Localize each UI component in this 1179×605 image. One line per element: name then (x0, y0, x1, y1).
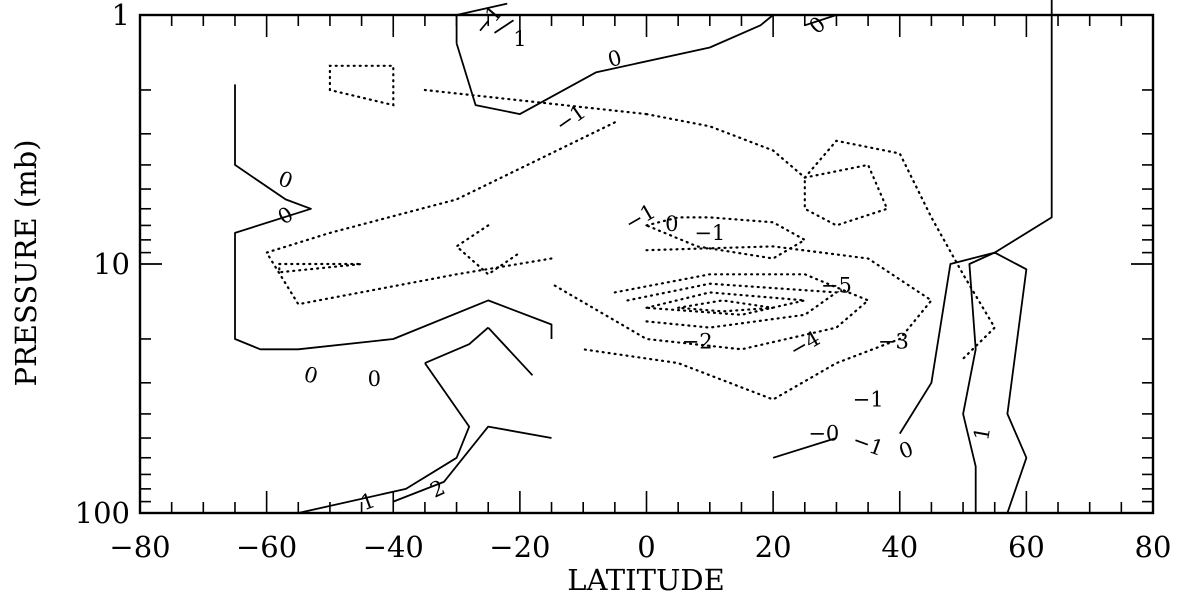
contour-line-14 (264, 121, 616, 306)
contour-line-15 (454, 224, 521, 276)
x-tick-label: 60 (1008, 530, 1045, 564)
contour-label-1: 1 (513, 27, 526, 51)
contour-line-23 (645, 291, 806, 316)
axis-ticks (139, 14, 1154, 514)
contour-line-7 (494, 19, 514, 34)
contour-label-2: 0 (605, 45, 624, 72)
x-tick-labels: −80 −60 −40 −20 0 20 40 60 80 (109, 530, 1171, 564)
y-axis-title: PRESSURE (mb) (9, 139, 43, 386)
contour-label-6: 0 (274, 202, 298, 229)
contour-line-11 (392, 425, 552, 503)
y-tick-labels: 1 10 100 (75, 0, 130, 530)
x-tick-label: 20 (755, 530, 792, 564)
contour-lines (234, 0, 1053, 514)
contour-label-22: 1 (969, 425, 995, 442)
contour-line-2 (455, 14, 774, 115)
contour-labels: −1 100−100 −1 0 −1−5−2 −4 −3−1−0 −1 00 01 21 (274, 1, 995, 515)
contour-line-8 (772, 437, 837, 459)
y-tick-label: 1 (112, 0, 130, 32)
x-axis-title: LATITUDE (567, 563, 725, 597)
x-tick-label: 40 (881, 530, 918, 564)
contour-label-20: 1 (358, 488, 379, 515)
contour-label-5: 0 (275, 166, 296, 193)
contour-line-9 (962, 251, 1028, 514)
contour-line-0 (234, 84, 553, 351)
contour-line-18 (803, 163, 889, 227)
x-tick-label: −60 (236, 530, 297, 564)
contour-line-19 (582, 245, 934, 401)
contour-line-4 (487, 326, 534, 376)
contour-line-12 (423, 88, 648, 116)
contour-line-3 (804, 14, 837, 27)
x-tick-label: −20 (489, 530, 550, 564)
contour-line-10 (298, 362, 471, 514)
contour-line-20 (645, 216, 808, 260)
contour-line-24 (677, 299, 774, 313)
x-tick-label: −40 (363, 530, 424, 564)
contour-label-15: −0 (808, 422, 839, 446)
contour-label-12: −4 (785, 326, 824, 362)
x-tick-label: 80 (1135, 530, 1172, 564)
contour-line-21 (550, 273, 871, 351)
x-tick-label: 0 (637, 530, 655, 564)
y-tick-label: 100 (75, 496, 130, 530)
contour-label-16: −1 (849, 428, 886, 461)
y-tick-label: 10 (93, 247, 130, 281)
contour-label-8: 0 (665, 212, 678, 236)
contour-line-6 (899, 0, 1053, 435)
contour-line-17 (328, 64, 395, 107)
contour-label-17: 0 (896, 437, 917, 464)
contour-line-22 (626, 282, 840, 329)
contour-label-19: 0 (368, 367, 381, 391)
contour-label-7: −1 (621, 199, 660, 235)
contour-label-14: −1 (853, 388, 884, 412)
contour-label-11: −2 (682, 330, 713, 354)
contour-line-16 (278, 262, 362, 274)
contour-label-13: −3 (878, 330, 909, 354)
contour-line-5 (424, 326, 489, 364)
x-tick-label: −80 (109, 530, 170, 564)
contour-label-9: −1 (694, 221, 725, 245)
contour-label-18: 0 (301, 362, 320, 389)
contour-label-10: −5 (821, 274, 852, 298)
